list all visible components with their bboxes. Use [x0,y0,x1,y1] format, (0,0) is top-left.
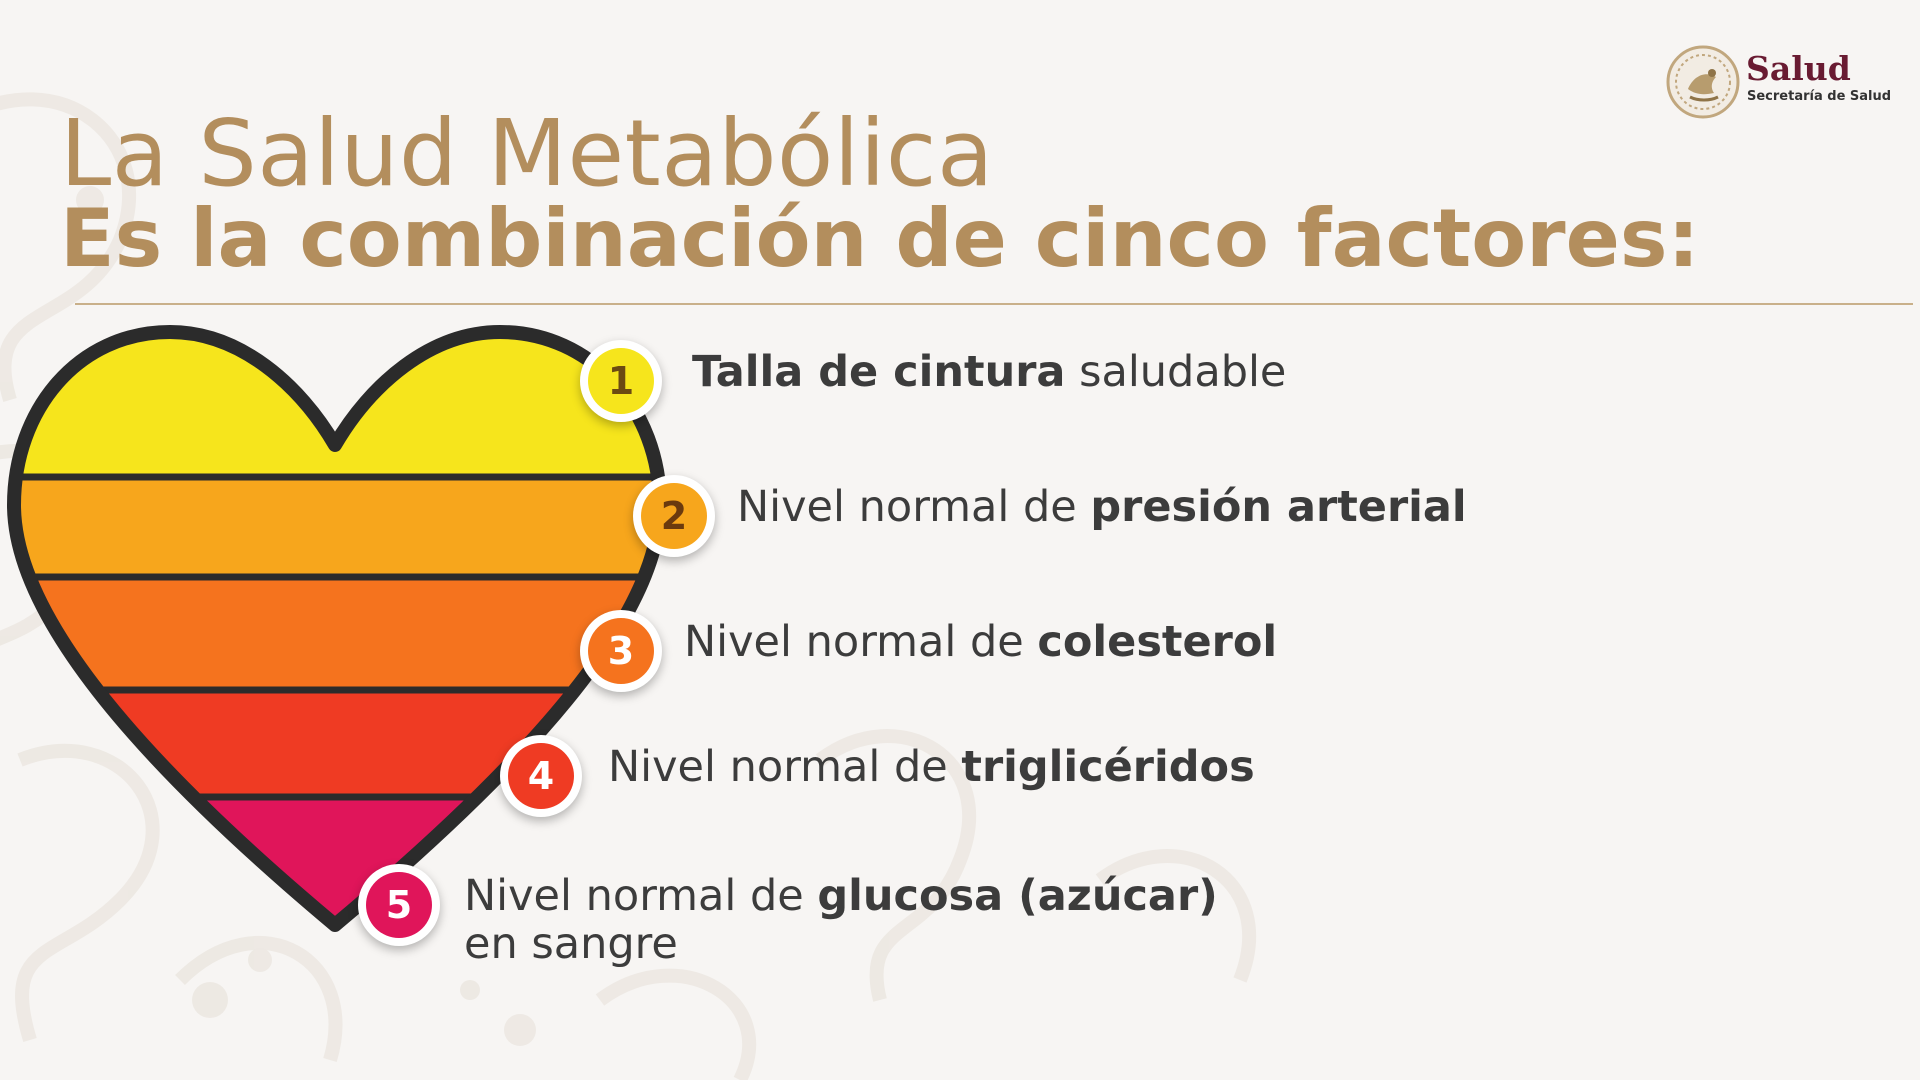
factor-badge-2: 2 [633,475,715,557]
heart-illustration [7,325,667,932]
factor-number-4: 4 [508,743,574,809]
factor-badge-3: 3 [580,610,662,692]
factor-number-3: 3 [588,618,654,684]
factor-text-4: Nivel normal de triglicéridos [608,742,1255,792]
factor-text-3: Nivel normal de colesterol [684,617,1278,667]
factor-badge-1: 1 [580,340,662,422]
mexican-eagle-seal-icon [1666,45,1740,119]
heart-stripe-2 [14,477,660,577]
factor-bold-5: glucosa (azúcar) [817,871,1218,921]
factor-number-1: 1 [588,348,654,414]
factor-text-1: Talla de cintura saludable [692,347,1287,397]
factor-bold-3: colesterol [1037,617,1278,667]
salud-logo: Salud Secretaría de Salud [1666,45,1891,120]
title-divider [75,303,1913,305]
factor-bold-2: presión arterial [1090,482,1467,532]
heart-outline [7,325,667,932]
factor-bold-1: Talla de cintura [692,347,1066,397]
factor-text-2: Nivel normal de presión arterial [737,482,1467,532]
factor-badge-5: 5 [358,864,440,946]
factor-number-5: 5 [366,872,432,938]
factor-text-5-line2: en sangre [464,919,678,969]
logo-subtitle: Secretaría de Salud [1747,89,1892,104]
factor-number-2: 2 [641,483,707,549]
logo-name: Salud [1746,49,1851,88]
factor-text-5: Nivel normal de glucosa (azúcar) en sang… [464,871,1218,969]
heart-stripe-3 [14,577,660,690]
page-title: La Salud Metabólica [60,100,994,207]
factor-badge-4: 4 [500,735,582,817]
factor-bold-4: triglicéridos [961,742,1255,792]
page-subtitle: Es la combinación de cinco factores: [60,192,1700,285]
